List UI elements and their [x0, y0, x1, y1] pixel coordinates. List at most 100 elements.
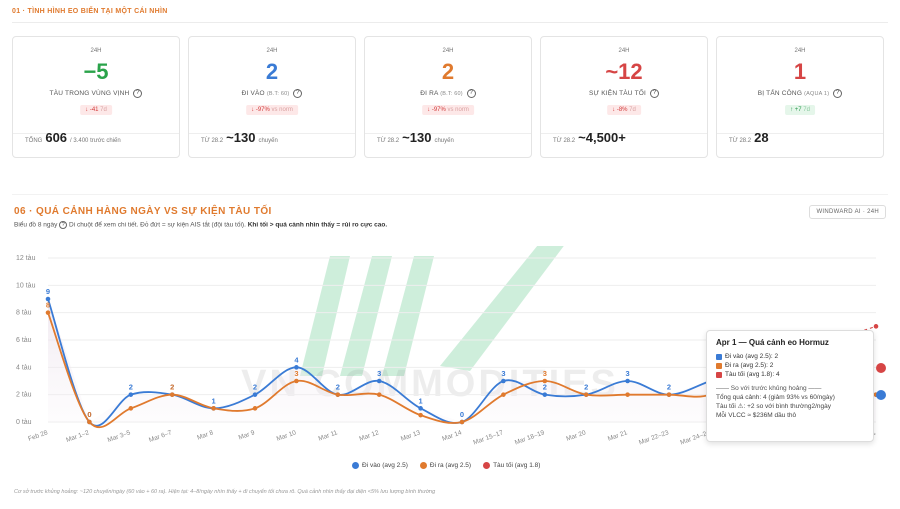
x-tick-label: Mar 9: [238, 429, 256, 441]
kpi-period: 24H: [266, 48, 278, 54]
y-tick-label: 8 tàu: [16, 310, 32, 317]
inbound-swatch-icon: [716, 353, 722, 360]
data-point: [418, 412, 423, 418]
x-tick-label: Mar 22–23: [638, 429, 670, 446]
watermark-bar-icon: [340, 256, 392, 376]
kpi-label-text: SỰ KIỆN TÀU TỐI: [588, 90, 647, 98]
kpi-delta-chip: ↓ -8% 7d: [607, 105, 641, 115]
kpi-label: ĐI RA (B.T: 60) ?: [365, 89, 531, 98]
data-point: [418, 406, 423, 411]
data-point: [128, 406, 134, 411]
data-label: 3: [626, 369, 630, 378]
legend-label-dark: Tàu tối (avg 1.8): [493, 462, 541, 469]
divider: [189, 133, 355, 134]
data-label: 4: [294, 355, 299, 364]
kpi-card-outbound[interactable]: 24H 2 ĐI RA (B.T: 60) ? ↓ -97% vs norm TỪ 28…: [364, 36, 532, 158]
chart-subtitle-warning: Khi tối > quá cảnh nhìn thấy = rủi ro cự…: [247, 221, 388, 229]
help-icon[interactable]: ?: [650, 89, 660, 98]
data-label: 2: [170, 383, 174, 392]
kpi-card-inbound[interactable]: 24H 2 ĐI VÀO (B.T: 60) ? ↓ -97% vs norm TỪ 2…: [188, 36, 356, 158]
tooltip-row-inbound: Đi vào (avg 2.5): 2: [716, 352, 864, 361]
divider: [541, 133, 707, 134]
footnote: Cơ sở trước khủng hoảng: ~120 chuyến/ngà…: [14, 489, 436, 495]
help-icon[interactable]: ?: [59, 221, 68, 229]
legend-item-inbound[interactable]: Đi vào (avg 2.5): [352, 462, 408, 469]
legend-item-dark[interactable]: Tàu tối (avg 1.8): [483, 462, 540, 469]
x-tick-label: Feb 28: [27, 429, 49, 443]
data-label: 9: [46, 287, 50, 296]
kpi-delta-value: ↑ +7: [790, 107, 802, 113]
kpi-card-attacked[interactable]: 24H 1 BỊ TẤN CÔNG (AQUA 1) ? ↑ +7 7d TỪ 28.2…: [716, 36, 884, 158]
kpi-footer-suffix: chuyến: [258, 138, 278, 144]
data-point: [211, 406, 216, 411]
data-point: [542, 378, 548, 384]
kpi-period: 24H: [90, 48, 102, 54]
kpi-footer-value: ~130: [402, 130, 432, 145]
section-title-overview: 01 · TÌNH HÌNH EO BIỂN TẠI MỘT CÁI NHÌN: [12, 8, 168, 15]
data-label: 0: [87, 410, 91, 419]
data-point: [583, 392, 589, 397]
data-label: 2: [170, 383, 174, 392]
divider: [12, 194, 888, 195]
data-label: 2: [253, 383, 257, 392]
data-label: 2: [336, 383, 340, 392]
x-tick-label: Mar 20: [565, 429, 587, 443]
x-tick-label: Mar 10: [276, 429, 298, 443]
data-point: [501, 392, 506, 397]
chart-title: 06 · QUÁ CẢNH HÀNG NGÀY VS SỰ KIỆN TÀU T…: [14, 206, 272, 217]
x-tick-label: Mar 12: [358, 429, 380, 443]
data-label: 3: [501, 369, 505, 378]
data-label: 1: [212, 396, 216, 405]
legend-item-outbound[interactable]: Đi ra (avg 2.5): [419, 462, 471, 469]
chart-subtitle-hint: Di chuột để xem chi tiết. Đỏ đứt = sự ki…: [69, 221, 246, 229]
data-point: [169, 392, 175, 397]
help-icon[interactable]: ?: [466, 89, 476, 98]
dark-series-hover-dot: [876, 363, 886, 373]
kpi-label-text: ĐI RA: [420, 90, 439, 98]
watermark-arrow-icon: [440, 246, 564, 371]
data-label: 2: [129, 383, 133, 392]
kpi-delta-chip: ↓ -41 7d: [80, 105, 112, 115]
data-point: [45, 296, 51, 302]
kpi-card-dark-events[interactable]: 24H ~12 SỰ KIỆN TÀU TỐI ? ↓ -8% 7d TỪ 28.2 ~4…: [540, 36, 708, 158]
tooltip-row-outbound: Đi ra (avg 2.5): 2: [716, 361, 864, 370]
kpi-value: 1: [793, 59, 807, 84]
kpi-footer: TỪ 28.2 28: [729, 130, 772, 145]
x-tick-label: Mar 11: [318, 429, 339, 442]
x-tick-label: Mar 3–5: [107, 429, 132, 444]
data-point: [128, 392, 134, 397]
kpi-card-vessels[interactable]: 24H −5 TÀU TRONG VÙNG VỊNH ? ↓ -41 7d TỔNG 60…: [12, 36, 180, 158]
outbound-swatch-icon: [716, 362, 722, 369]
tooltip-separator: —— So với trước khủng hoảng ——: [716, 385, 822, 392]
help-icon[interactable]: ?: [293, 89, 303, 98]
kpi-label-sub: (B.T: 60): [440, 91, 463, 98]
data-point: [542, 392, 548, 397]
data-label: 1: [419, 396, 423, 405]
kpi-label-text: ĐI VÀO: [241, 90, 265, 98]
data-point: [376, 378, 382, 384]
kpi-delta-chip: ↓ -97% vs norm: [246, 105, 298, 115]
kpi-value: 2: [265, 59, 279, 84]
kpi-footer-label: TỔNG: [25, 138, 43, 144]
kpi-label-sub: (AQUA 1): [804, 91, 830, 98]
dark-swatch-icon: [716, 371, 722, 378]
kpi-period: 24H: [794, 48, 806, 54]
data-point: [873, 324, 879, 329]
kpi-delta-value: ↓ -97%: [427, 107, 446, 113]
kpi-label-text: TÀU TRONG VÙNG VỊNH: [49, 90, 130, 98]
outbound-legend-icon: [419, 462, 427, 469]
help-icon[interactable]: ?: [133, 89, 143, 98]
divider: [717, 133, 883, 134]
legend-label-inbound: Đi vào (avg 2.5): [362, 462, 408, 469]
kpi-label: SỰ KIỆN TÀU TỐI ?: [541, 89, 707, 98]
kpi-value: −5: [83, 59, 109, 84]
watermark-bar-icon: [300, 256, 350, 376]
data-point: [45, 310, 51, 315]
help-icon[interactable]: ?: [833, 89, 843, 98]
chart-subtitle: Biểu đồ 8 ngày ? Di chuột để xem chi tiế…: [14, 221, 387, 229]
data-label: 2: [667, 383, 671, 392]
x-tick-label: Mar 14: [441, 429, 463, 443]
kpi-delta-period: vs norm: [271, 107, 293, 113]
source-badge: WINDWARD AI · 24H: [809, 205, 886, 219]
data-point: [87, 419, 92, 425]
